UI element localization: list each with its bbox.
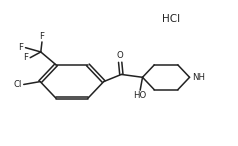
Text: F: F	[19, 43, 24, 52]
Text: NH: NH	[192, 73, 205, 82]
Text: Cl: Cl	[14, 80, 22, 89]
Text: HCl: HCl	[162, 14, 180, 24]
Text: F: F	[23, 53, 28, 62]
Text: HO: HO	[134, 91, 147, 100]
Text: F: F	[40, 32, 45, 41]
Text: O: O	[117, 51, 124, 60]
